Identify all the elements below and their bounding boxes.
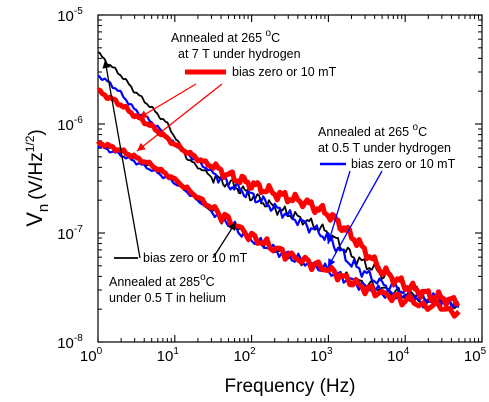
axis-ticks (97, 14, 483, 343)
plot-frame (97, 14, 483, 343)
annotation-blue-subtitle: at 0.5 T under hydrogen (318, 141, 451, 155)
x-axis-label: Frequency (Hz) (225, 376, 356, 397)
series-group (96, 51, 461, 319)
annotation-arrow (327, 170, 383, 268)
annotation-arrowhead (139, 110, 148, 118)
y-tick-label: 10-5 (57, 6, 83, 25)
series-line (96, 139, 461, 319)
annotation-black-legend: bias zero or 10 mT (143, 251, 248, 265)
annotation-arrow (327, 170, 351, 245)
x-tick-label: 100 (80, 346, 103, 365)
annotation-arrow (136, 83, 223, 152)
series-line (97, 51, 459, 306)
series-line (96, 87, 461, 308)
y-tick-labels: 10-8 10-7 10-6 10-5 (57, 6, 83, 352)
legend-swatches (114, 69, 346, 259)
annotation-arrow (104, 59, 141, 259)
x-tick-label: 103 (310, 346, 333, 365)
x-tick-labels: 100 101 102 103 104 105 (80, 346, 487, 365)
annotation-arrows (102, 59, 383, 268)
y-tick-label: 10-7 (57, 224, 83, 243)
annotation-black-subtitle: under 0.5 T in helium (109, 291, 226, 305)
annotation-arrowhead (137, 142, 146, 151)
annotation-red-title: Annealed at 265 oC (171, 28, 280, 45)
y-tick-label: 10-8 (57, 333, 83, 352)
x-tick-label: 105 (464, 346, 487, 365)
annotation-blue-title: Annealed at 265 oC (318, 122, 427, 139)
x-tick-label: 102 (233, 346, 256, 365)
annotation-arrowhead (326, 235, 335, 244)
annotation-arrowhead (228, 222, 236, 231)
annotation-black-title: Annealed at 285oC (109, 272, 215, 289)
annotation-arrowhead (328, 258, 336, 267)
x-tick-label: 104 (387, 346, 410, 365)
series-line (97, 74, 459, 307)
y-axis-label: Vn(V/Hz1/2) (22, 129, 52, 227)
annotation-blue-legend: bias zero or 10 mT (351, 157, 456, 171)
y-tick-label: 10-6 (57, 115, 83, 134)
x-tick-label: 101 (157, 346, 180, 365)
annotation-arrow (138, 83, 197, 119)
annotation-arrowhead (102, 60, 111, 69)
annotation-red-legend: bias zero or 10 mT (232, 65, 337, 79)
annotation-red-subtitle: at 7 T under hydrogen (178, 47, 301, 61)
